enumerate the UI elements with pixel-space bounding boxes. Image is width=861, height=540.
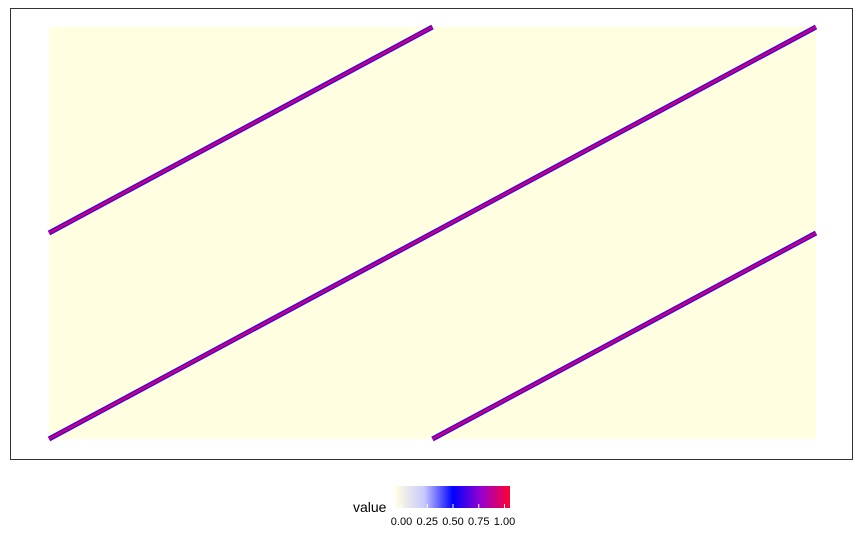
plot-panel [10, 8, 853, 460]
band-stroke [48, 25, 434, 235]
legend-tick-label: 0.25 [417, 516, 438, 528]
heatmap-plot [47, 24, 818, 442]
heatmap-band-3 [431, 230, 818, 442]
legend-tick-label: 1.00 [494, 516, 515, 528]
legend-colorbar [396, 486, 510, 508]
heatmap-band-1 [47, 24, 434, 236]
band-stroke [48, 25, 817, 441]
heatmap-band-2 [47, 24, 818, 442]
legend-title: value [353, 499, 387, 515]
legend-tick-label: 0.75 [468, 516, 489, 528]
legend-tick-label: 0.00 [391, 516, 412, 528]
band-stroke [431, 231, 817, 441]
legend-tick-label: 0.50 [442, 516, 463, 528]
